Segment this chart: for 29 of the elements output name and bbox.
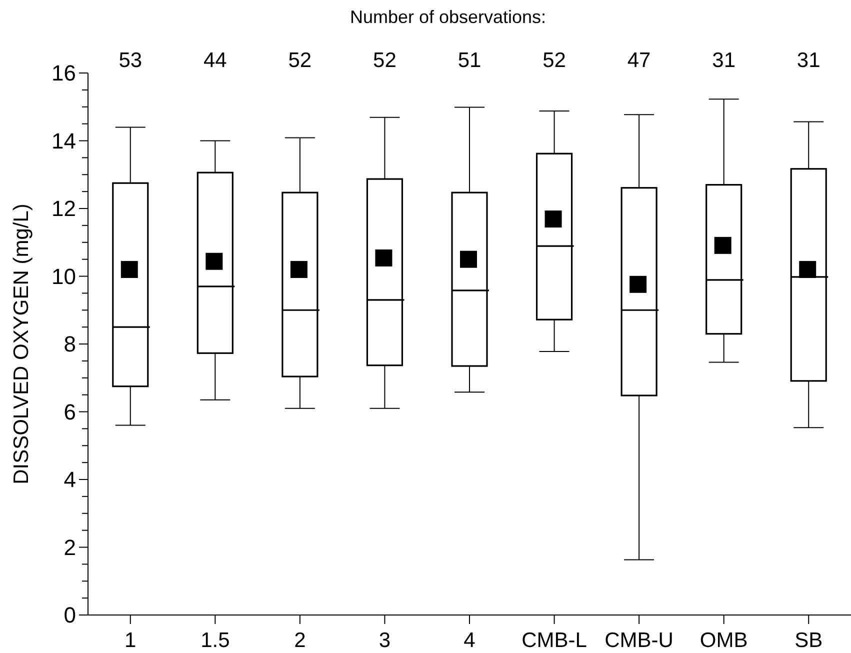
- text: 52: [373, 49, 396, 72]
- text: 52: [542, 49, 566, 72]
- text: 31: [712, 49, 736, 72]
- x-tick-label: CMB-U: [604, 629, 674, 652]
- y-tick-label: 4: [64, 467, 76, 492]
- y-tick-label: 16: [52, 60, 76, 86]
- text: 51: [458, 49, 482, 72]
- text: 52: [288, 49, 312, 72]
- x-tick-label: OMB: [700, 629, 748, 652]
- text: 44: [203, 49, 228, 72]
- chart-title: Number of observations:: [350, 7, 546, 27]
- x-tick-label: 2: [294, 629, 306, 652]
- text: 53: [118, 49, 142, 72]
- text: 47: [627, 49, 651, 72]
- x-tick-label: 1.5: [200, 629, 230, 652]
- y-tick-label: 6: [64, 399, 76, 424]
- x-tick-label: CMB-L: [522, 629, 587, 652]
- x-tick-label: SB: [794, 629, 823, 652]
- y-tick-label: 10: [52, 264, 76, 289]
- y-tick-label: 8: [64, 332, 76, 357]
- x-tick-label: 4: [464, 629, 476, 652]
- x-tick-label: 1: [124, 629, 136, 652]
- x-tick-label: 3: [378, 629, 391, 652]
- y-tick-label: 14: [52, 128, 76, 154]
- y-tick-label: 0: [64, 602, 76, 628]
- y-axis-title: DISSOLVED OXYGEN (mg/L): [10, 204, 33, 484]
- y-tick-label: 12: [52, 196, 76, 222]
- text: 31: [796, 49, 820, 72]
- y-tick-label: 2: [64, 534, 76, 560]
